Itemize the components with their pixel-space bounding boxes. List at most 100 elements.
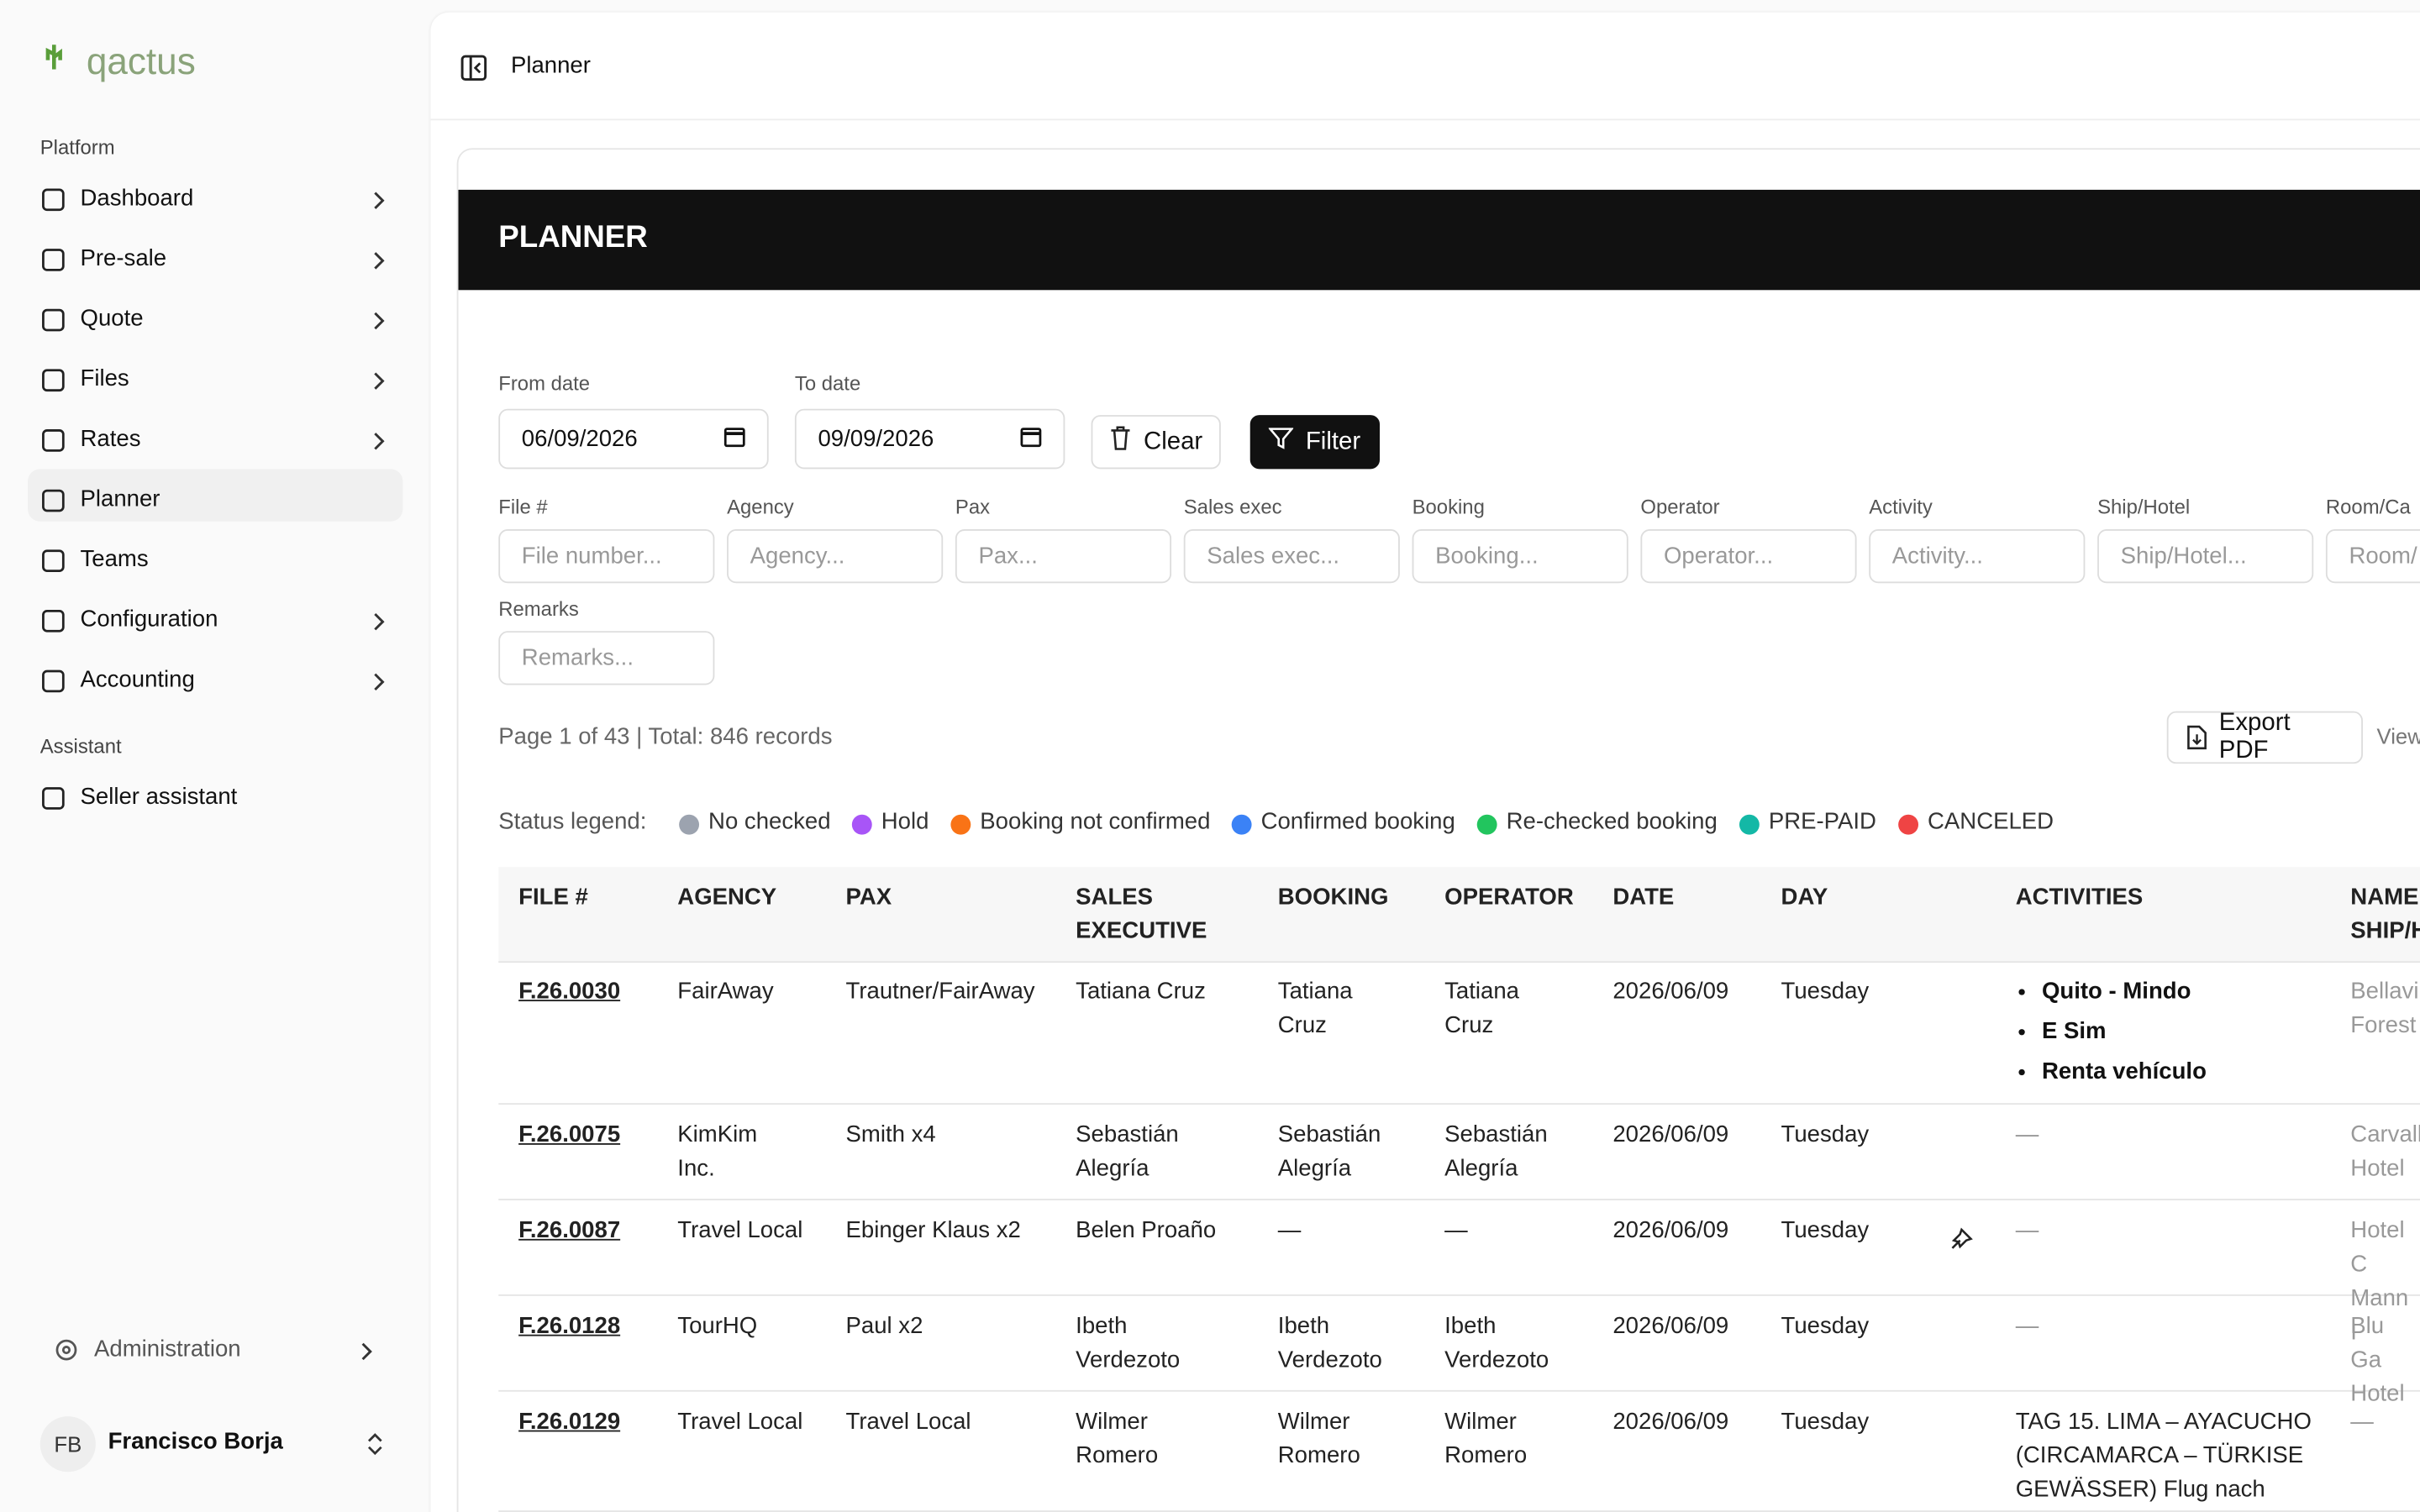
nav-icon xyxy=(40,548,68,575)
nav-item[interactable]: Accounting xyxy=(80,666,195,693)
filter-icon xyxy=(1267,426,1295,459)
section-title: Platform xyxy=(39,135,115,160)
row-border xyxy=(498,1199,2420,1200)
icon-graphic xyxy=(367,1433,382,1456)
cell: TAG 15. LIMA – AYACUCHO (CIRCAMARCA – TÜ… xyxy=(2015,1408,2312,1503)
column-header: DATE xyxy=(1612,884,1675,911)
icon-graphic xyxy=(42,669,65,693)
icon-graphic xyxy=(1111,426,1130,450)
nav-icon xyxy=(40,668,68,696)
icon-graphic xyxy=(42,308,65,332)
view-label[interactable]: View xyxy=(2376,723,2420,748)
file-link[interactable]: F.26.0128 xyxy=(518,1313,621,1340)
activity: E Sim xyxy=(2042,1012,2207,1053)
filter-label: Ship/Hotel xyxy=(2097,495,2191,519)
legend-label: Confirmed booking xyxy=(1260,808,1455,835)
nav-item[interactable]: Teams xyxy=(80,546,149,573)
nav-item[interactable]: Configuration xyxy=(80,606,218,633)
filter-label: File # xyxy=(498,495,548,519)
user-name[interactable]: Francisco Borja xyxy=(108,1428,283,1456)
cell: — xyxy=(2350,1408,2374,1436)
filter-label: Operator xyxy=(1640,495,1720,519)
file-link[interactable]: F.26.0030 xyxy=(518,978,621,1005)
filter-input[interactable]: Room/ xyxy=(2325,528,2420,584)
nav-item[interactable]: Files xyxy=(80,365,129,392)
cell: — xyxy=(2015,1313,2039,1340)
column-header: OPERATOR xyxy=(1444,884,1574,911)
nav-item[interactable]: Planner xyxy=(80,486,160,512)
filter-input[interactable]: Operator... xyxy=(1640,528,1857,584)
cell: Carvall Hotel xyxy=(2350,1121,2420,1182)
nav-item[interactable]: Quote xyxy=(80,305,144,332)
file-link[interactable]: F.26.0087 xyxy=(518,1217,621,1244)
file-link[interactable]: F.26.0129 xyxy=(518,1408,621,1436)
date-label: From date xyxy=(498,371,591,396)
cell: Travel Local xyxy=(677,1217,803,1244)
icon-graphic xyxy=(55,1339,77,1361)
export-button[interactable]: Export PDF xyxy=(2166,709,2363,764)
nav-item[interactable]: Pre-sale xyxy=(80,245,167,272)
nav-icon xyxy=(40,367,68,395)
chevron xyxy=(364,186,392,214)
icon-graphic xyxy=(374,673,385,691)
row-border xyxy=(498,1103,2420,1105)
cell: Wilmer Romero xyxy=(1277,1408,1360,1469)
filter-label: Pax xyxy=(955,495,991,519)
cell: Sebastián Alegría xyxy=(1076,1121,1179,1182)
calendar-icon xyxy=(1020,425,1042,453)
toggle-sidebar[interactable] xyxy=(460,54,487,81)
admin[interactable]: Administration xyxy=(94,1336,241,1362)
filter-input[interactable]: Pax... xyxy=(955,528,1172,584)
date-input[interactable]: 09/09/2026 xyxy=(794,408,1065,470)
filter-input[interactable]: Activity... xyxy=(1869,528,2086,584)
nav-icon xyxy=(40,247,68,275)
cell: 2026/06/09 xyxy=(1612,1217,1729,1244)
filter-label: Agency xyxy=(727,495,794,519)
cell: 2026/06/09 xyxy=(1612,1408,1729,1436)
legend-label: PRE-PAID xyxy=(1768,808,1876,835)
card xyxy=(456,148,2420,1512)
nav-item[interactable]: Seller assistant xyxy=(80,784,238,811)
activity-list: Quito - MindoE SimRenta vehículo xyxy=(2016,972,2207,1092)
column-header: ACTIVITIES xyxy=(2015,884,2144,911)
export-label: Export PDF xyxy=(2218,709,2291,764)
panel-title: PLANNER xyxy=(498,220,648,255)
filter-label: Activity xyxy=(1869,495,1933,519)
date-input[interactable]: 06/09/2026 xyxy=(498,408,769,470)
legend-label: Booking not confirmed xyxy=(980,808,1211,835)
chevron xyxy=(364,247,392,275)
file-link[interactable]: F.26.0075 xyxy=(518,1121,621,1148)
filter-input[interactable]: File number... xyxy=(498,528,715,584)
cell: Tatiana Cruz xyxy=(1444,978,1520,1039)
filter-label: Room/Ca xyxy=(2325,495,2411,519)
chevron xyxy=(364,367,392,395)
filter-input[interactable]: Booking... xyxy=(1412,528,1628,584)
row-border xyxy=(498,1389,2420,1392)
icon-graphic xyxy=(42,787,65,810)
cell: Sebastián Alegría xyxy=(1277,1121,1381,1182)
filter-input[interactable]: Sales exec... xyxy=(1183,528,1400,584)
date-label: To date xyxy=(794,371,861,396)
column-header: SALES EXECUTIVE xyxy=(1076,884,1207,945)
cell: Wilmer Romero xyxy=(1444,1408,1528,1469)
cell: Tuesday xyxy=(1781,1217,1870,1244)
cell: Smith x4 xyxy=(845,1121,936,1148)
legend-label: Re-checked booking xyxy=(1506,808,1718,835)
cell: Ibeth Verdezoto xyxy=(1277,1313,1382,1373)
nav-icon xyxy=(40,785,68,813)
chevron xyxy=(364,428,392,455)
clear-button[interactable]: Clear xyxy=(1091,415,1222,470)
cell: Ibeth Verdezoto xyxy=(1076,1313,1181,1373)
avatar: FB xyxy=(39,1416,96,1473)
nav-item[interactable]: Dashboard xyxy=(80,185,194,212)
icon-graphic xyxy=(374,192,385,209)
filter-input[interactable]: Remarks... xyxy=(498,631,715,685)
filter-button[interactable]: Filter xyxy=(1249,415,1380,470)
filter-input[interactable]: Agency... xyxy=(727,528,944,584)
filter-input[interactable]: Ship/Hotel... xyxy=(2097,528,2314,584)
nav-item[interactable]: Rates xyxy=(80,425,141,453)
cell: — xyxy=(1444,1217,1468,1244)
legend-dot xyxy=(950,814,971,835)
